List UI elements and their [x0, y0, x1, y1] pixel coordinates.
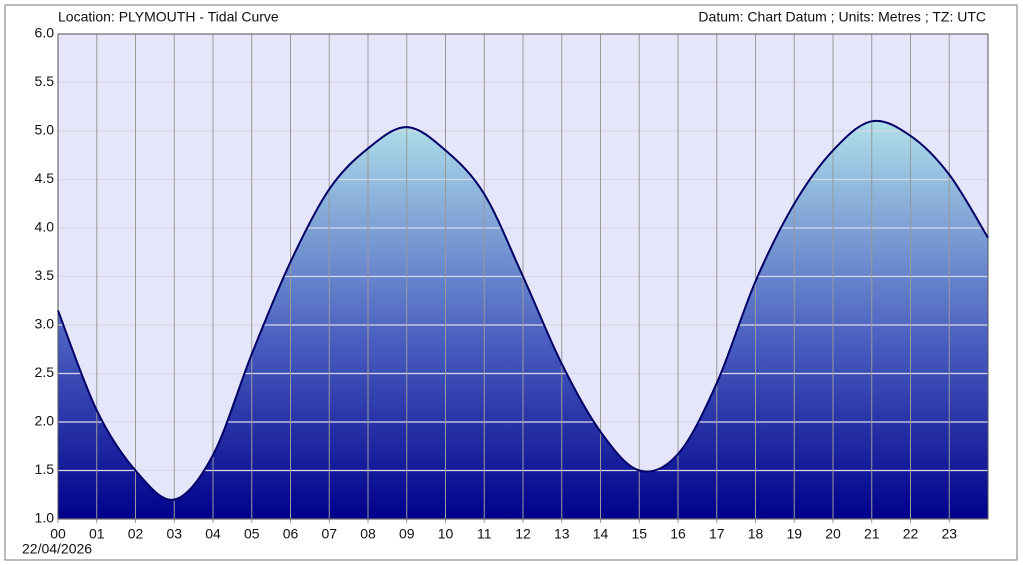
x-tick-label: 16	[670, 526, 686, 542]
x-tick-label: 20	[825, 526, 841, 542]
y-tick-label: 2.5	[35, 364, 55, 380]
x-tick-label: 19	[786, 526, 802, 542]
date-label: 22/04/2026	[22, 541, 92, 557]
y-tick-label: 5.5	[35, 73, 55, 89]
y-tick-label: 1.5	[35, 461, 55, 477]
x-tick-label: 18	[748, 526, 764, 542]
x-tick-label: 17	[709, 526, 725, 542]
x-tick-label: 10	[438, 526, 454, 542]
x-tick-label: 23	[941, 526, 957, 542]
y-tick-label: 3.0	[35, 316, 55, 332]
x-tick-label: 11	[477, 526, 492, 542]
x-tick-label: 15	[631, 526, 647, 542]
x-tick-label: 08	[360, 526, 376, 542]
x-tick-label: 04	[205, 526, 221, 542]
x-tick-label: 09	[399, 526, 415, 542]
x-tick-label: 06	[283, 526, 299, 542]
x-tick-label: 02	[128, 526, 144, 542]
chart-subtitle: Datum: Chart Datum ; Units: Metres ; TZ:…	[698, 9, 986, 25]
tide-line	[57, 119, 989, 501]
x-tick-label: 03	[166, 526, 182, 542]
x-tick-label: 14	[593, 526, 609, 542]
x-tick-label: 13	[554, 526, 570, 542]
x-tick-label: 12	[515, 526, 531, 542]
x-tick-label: 05	[244, 526, 260, 542]
chart-title: Location: PLYMOUTH - Tidal Curve	[58, 9, 279, 25]
x-tick-label: 22	[903, 526, 919, 542]
y-tick-label: 3.5	[35, 267, 55, 283]
y-tick-label: 6.0	[35, 25, 55, 41]
y-tick-label: 2.0	[35, 413, 55, 429]
x-tick-label: 07	[321, 526, 337, 542]
y-tick-label: 1.0	[35, 510, 55, 526]
y-tick-label: 4.0	[35, 219, 55, 235]
x-tick-label: 01	[89, 526, 105, 542]
x-tick-label: 00	[50, 526, 66, 542]
y-tick-label: 5.0	[35, 122, 55, 138]
plot-border	[57, 33, 989, 520]
x-tick-label: 21	[864, 526, 880, 542]
y-tick-label: 4.5	[35, 170, 55, 186]
